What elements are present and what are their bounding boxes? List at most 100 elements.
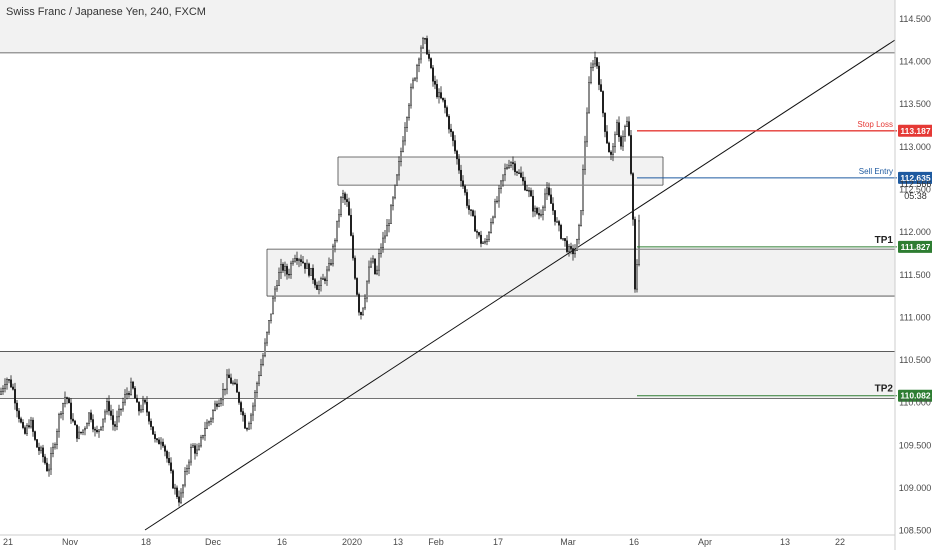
candle[interactable]	[80, 431, 82, 435]
candle[interactable]	[28, 419, 30, 429]
candle[interactable]	[632, 172, 634, 226]
candle[interactable]	[566, 236, 568, 254]
candle[interactable]	[296, 251, 298, 265]
candle[interactable]	[410, 83, 412, 109]
candle[interactable]	[534, 205, 536, 217]
candle[interactable]	[36, 438, 38, 448]
candle[interactable]	[590, 62, 592, 85]
candle[interactable]	[428, 49, 430, 62]
candle[interactable]	[4, 378, 6, 393]
candle[interactable]	[604, 112, 606, 138]
candle[interactable]	[94, 426, 96, 437]
candle[interactable]	[156, 437, 158, 443]
supply-zone[interactable]	[338, 157, 663, 186]
candle[interactable]	[418, 57, 420, 73]
candle[interactable]	[24, 425, 26, 435]
candle[interactable]	[288, 268, 290, 279]
candle[interactable]	[620, 135, 622, 150]
candle[interactable]	[10, 375, 12, 389]
candle[interactable]	[262, 352, 264, 367]
candle[interactable]	[616, 119, 618, 136]
candle[interactable]	[308, 262, 310, 278]
candle[interactable]	[276, 280, 278, 292]
candle[interactable]	[112, 408, 114, 431]
candle[interactable]	[146, 396, 148, 417]
candle[interactable]	[200, 434, 202, 448]
candle[interactable]	[350, 208, 352, 237]
candle[interactable]	[606, 125, 608, 145]
candle[interactable]	[286, 263, 288, 280]
candle[interactable]	[562, 238, 564, 241]
candle[interactable]	[342, 189, 344, 203]
candle[interactable]	[482, 240, 484, 244]
candle[interactable]	[440, 86, 442, 100]
candle[interactable]	[260, 358, 262, 377]
candle[interactable]	[456, 149, 458, 165]
candle[interactable]	[494, 198, 496, 219]
stop_loss-price-tag[interactable]	[898, 124, 932, 137]
candle[interactable]	[318, 280, 320, 295]
candle[interactable]	[84, 426, 86, 436]
candle[interactable]	[380, 243, 382, 258]
candle[interactable]	[392, 195, 394, 211]
candle[interactable]	[370, 257, 372, 269]
candle[interactable]	[248, 421, 250, 430]
tp2-price-tag[interactable]	[898, 389, 932, 402]
candle[interactable]	[116, 410, 118, 431]
candle[interactable]	[320, 276, 322, 292]
candle[interactable]	[486, 234, 488, 246]
candle[interactable]	[368, 260, 370, 284]
candle[interactable]	[526, 185, 528, 192]
candle[interactable]	[488, 230, 490, 243]
candle[interactable]	[430, 57, 432, 70]
candle[interactable]	[356, 277, 358, 296]
candle[interactable]	[598, 62, 600, 91]
candle[interactable]	[52, 442, 54, 458]
candle[interactable]	[282, 262, 284, 274]
candle[interactable]	[516, 170, 518, 177]
candle[interactable]	[622, 130, 624, 152]
candle[interactable]	[426, 35, 428, 55]
candle[interactable]	[588, 76, 590, 114]
candle[interactable]	[480, 230, 482, 248]
candle[interactable]	[560, 223, 562, 240]
candle[interactable]	[198, 442, 200, 451]
candle[interactable]	[92, 414, 94, 433]
candle[interactable]	[160, 437, 162, 450]
candle[interactable]	[634, 216, 636, 293]
candle[interactable]	[60, 411, 62, 419]
candle[interactable]	[228, 368, 230, 379]
candle[interactable]	[250, 412, 252, 430]
candle[interactable]	[554, 210, 556, 226]
candle[interactable]	[520, 166, 522, 178]
candle[interactable]	[334, 238, 336, 253]
candle[interactable]	[210, 417, 212, 426]
candle[interactable]	[194, 443, 196, 460]
candle[interactable]	[102, 418, 104, 432]
candle[interactable]	[44, 453, 46, 465]
candle[interactable]	[354, 255, 356, 281]
candle[interactable]	[222, 383, 224, 406]
candle[interactable]	[172, 469, 174, 489]
candle[interactable]	[464, 184, 466, 196]
candle[interactable]	[278, 267, 280, 286]
candle[interactable]	[504, 163, 506, 182]
candle[interactable]	[140, 404, 142, 414]
candle[interactable]	[636, 259, 638, 293]
candle[interactable]	[328, 257, 330, 272]
candle[interactable]	[180, 488, 182, 505]
candle[interactable]	[574, 244, 576, 258]
candle[interactable]	[340, 196, 342, 218]
candle[interactable]	[450, 123, 452, 137]
candle[interactable]	[32, 417, 34, 437]
candle[interactable]	[214, 400, 216, 412]
candle[interactable]	[454, 135, 456, 154]
candle[interactable]	[254, 390, 256, 412]
candle[interactable]	[280, 258, 282, 280]
candle[interactable]	[46, 457, 48, 472]
candle[interactable]	[242, 407, 244, 422]
candle[interactable]	[26, 423, 28, 436]
candle[interactable]	[314, 277, 316, 289]
candle[interactable]	[136, 394, 138, 403]
